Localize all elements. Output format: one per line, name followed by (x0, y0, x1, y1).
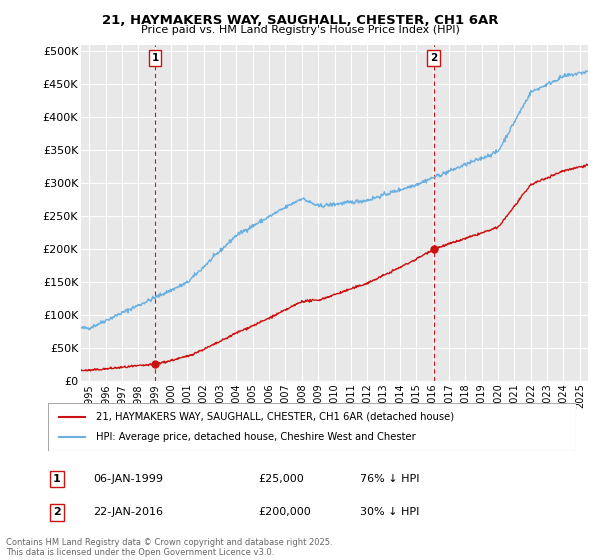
Text: Price paid vs. HM Land Registry's House Price Index (HPI): Price paid vs. HM Land Registry's House … (140, 25, 460, 35)
Text: 21, HAYMAKERS WAY, SAUGHALL, CHESTER, CH1 6AR: 21, HAYMAKERS WAY, SAUGHALL, CHESTER, CH… (102, 14, 498, 27)
Text: 2: 2 (53, 507, 61, 517)
Text: £200,000: £200,000 (258, 507, 311, 517)
Text: 2: 2 (430, 53, 437, 63)
Text: £25,000: £25,000 (258, 474, 304, 484)
Text: 1: 1 (151, 53, 159, 63)
Text: HPI: Average price, detached house, Cheshire West and Chester: HPI: Average price, detached house, Ches… (95, 432, 415, 442)
Text: 22-JAN-2016: 22-JAN-2016 (93, 507, 163, 517)
Text: Contains HM Land Registry data © Crown copyright and database right 2025.
This d: Contains HM Land Registry data © Crown c… (6, 538, 332, 557)
Text: 76% ↓ HPI: 76% ↓ HPI (360, 474, 419, 484)
Text: 21, HAYMAKERS WAY, SAUGHALL, CHESTER, CH1 6AR (detached house): 21, HAYMAKERS WAY, SAUGHALL, CHESTER, CH… (95, 412, 454, 422)
Text: 1: 1 (53, 474, 61, 484)
Text: 30% ↓ HPI: 30% ↓ HPI (360, 507, 419, 517)
Text: 06-JAN-1999: 06-JAN-1999 (93, 474, 163, 484)
